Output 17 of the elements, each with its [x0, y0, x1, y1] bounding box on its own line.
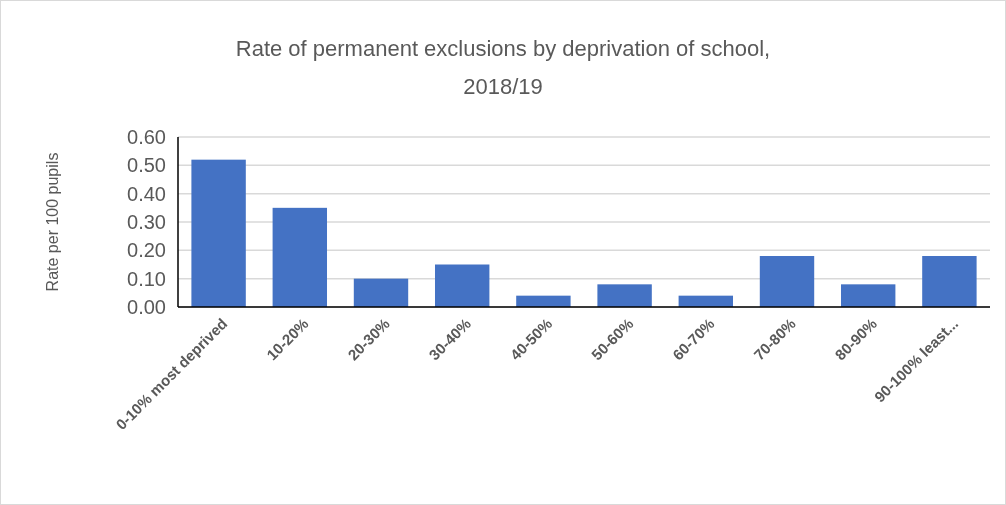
y-axis-title: Rate per 100 pupils	[44, 152, 61, 292]
bar	[922, 256, 977, 307]
bar	[272, 207, 327, 307]
bar	[353, 278, 409, 307]
bar	[191, 159, 246, 307]
y-tick-label: 0.60	[127, 126, 166, 148]
y-tick-label: 0.40	[127, 182, 166, 205]
y-tick-label: 0.10	[127, 267, 166, 290]
y-tick-label: 0.00	[127, 296, 166, 318]
bar	[597, 284, 652, 307]
y-tick-label: 0.50	[127, 154, 166, 177]
y-tick-label: 0.30	[127, 211, 166, 233]
y-tick-label: 0.20	[127, 239, 166, 262]
chart-title: Rate of permanent exclusions by deprivation of school, 2018/19	[235, 36, 771, 99]
bar	[435, 264, 490, 307]
bar	[759, 256, 815, 307]
bar	[841, 284, 896, 307]
